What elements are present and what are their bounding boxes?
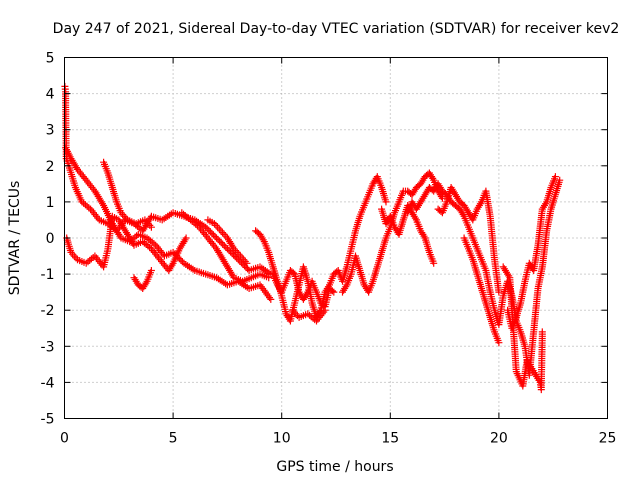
- data-point: [211, 233, 219, 240]
- data-point: [244, 265, 252, 273]
- x-tick-labels: 0 5 10 15 20 25: [60, 431, 616, 447]
- data-point: [328, 287, 336, 295]
- data-point: [551, 173, 559, 181]
- data-track-track-j: [289, 306, 329, 325]
- data-point: [243, 259, 251, 267]
- y-tick-label: -2: [41, 303, 55, 319]
- data-point: [265, 274, 273, 282]
- data-point: [120, 212, 128, 220]
- y-tick-label: 4: [46, 87, 55, 103]
- data-point: [330, 288, 338, 296]
- y-tick-label: 2: [46, 159, 55, 175]
- data-point: [182, 234, 190, 242]
- data-point: [495, 339, 503, 347]
- data-point: [147, 267, 155, 274]
- data-point: [215, 225, 223, 233]
- data-track-track-m: [404, 176, 564, 379]
- data-track-track-k: [339, 169, 446, 296]
- chart-title: Day 247 of 2021, Sidereal Day-to-day VTE…: [53, 21, 620, 37]
- y-axis-label: SDTVAR / TECUs: [7, 181, 23, 296]
- y-tick-label: -1: [41, 267, 55, 283]
- data-point: [242, 263, 250, 271]
- data-track-track-n: [434, 184, 503, 296]
- x-tick-label: 25: [599, 431, 617, 447]
- data-point: [206, 228, 214, 236]
- y-tick-label: 5: [46, 51, 55, 67]
- x-tick-label: 20: [490, 431, 508, 447]
- y-tick-label: 1: [46, 195, 55, 211]
- data-point: [220, 230, 228, 238]
- data-point: [217, 239, 225, 247]
- data-track-track-a: [61, 82, 275, 278]
- data-point: [214, 236, 222, 243]
- x-axis-label: GPS time / hours: [276, 459, 393, 475]
- data-point: [205, 226, 213, 234]
- data-point: [150, 240, 158, 248]
- data-point: [222, 243, 230, 251]
- y-tick-label: 3: [46, 123, 55, 139]
- data-point: [203, 225, 211, 233]
- data-point: [147, 223, 155, 231]
- data-point: [219, 240, 227, 248]
- y-tick-label: -3: [41, 339, 55, 355]
- data-point: [217, 227, 225, 235]
- data-point: [321, 306, 329, 314]
- data-point: [208, 229, 216, 237]
- data-point: [213, 234, 220, 242]
- x-tick-label: 10: [273, 431, 291, 447]
- data-point: [293, 312, 301, 320]
- data-track-track-d: [100, 158, 155, 231]
- data-point: [495, 288, 503, 296]
- data-track-track-c: [63, 212, 190, 274]
- data-point: [382, 198, 390, 206]
- y-tick-labels: -5 -4 -3 -2 -1 0 1 2 3 4 5: [41, 51, 55, 428]
- data-point: [209, 231, 217, 239]
- data-track-track-g: [204, 216, 251, 267]
- data-point: [225, 246, 233, 254]
- axis-ticks: [64, 57, 608, 419]
- data-point: [538, 328, 546, 336]
- data-track-track-i: [269, 267, 338, 311]
- data-point: [267, 295, 275, 303]
- data-track-track-e: [130, 267, 155, 292]
- data-point: [214, 223, 222, 231]
- x-tick-label: 0: [60, 431, 69, 447]
- data-point: [430, 259, 438, 267]
- x-tick-label: 15: [381, 431, 399, 447]
- data-point: [177, 256, 185, 264]
- data-point: [202, 223, 210, 231]
- y-tick-label: -5: [41, 412, 55, 428]
- y-tick-label: 0: [46, 231, 55, 247]
- data-track-track-f: [178, 209, 273, 285]
- data-point: [216, 237, 224, 245]
- data-point: [230, 251, 238, 259]
- data-points: [61, 82, 564, 394]
- y-tick-label: -4: [41, 375, 55, 391]
- data-point: [227, 248, 234, 256]
- x-tick-label: 5: [169, 431, 178, 447]
- data-point: [223, 245, 231, 253]
- data-point: [556, 176, 564, 184]
- data-track-track-q: [499, 263, 546, 394]
- data-track-track-o: [460, 234, 503, 347]
- data-point: [220, 242, 228, 250]
- data-point: [219, 229, 226, 237]
